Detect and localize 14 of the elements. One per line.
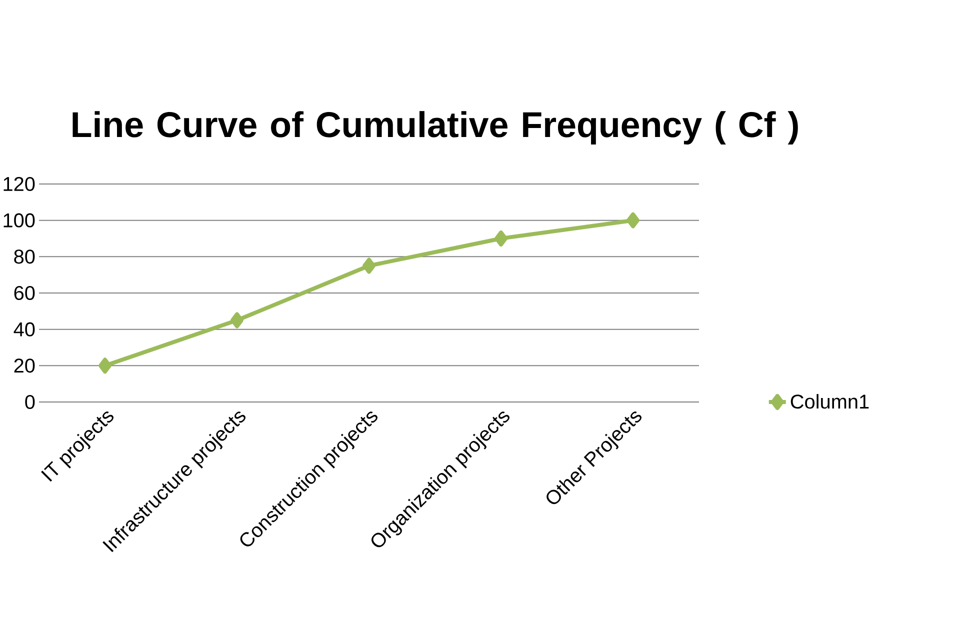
point (98, 358, 112, 374)
point (230, 312, 244, 328)
y-tick-label: 40 (14, 322, 35, 336)
y-tick-label: 100 (4, 213, 35, 228)
legend-label: Column1 (790, 394, 869, 409)
y-tick-label: 0 (25, 394, 35, 410)
point (626, 212, 640, 228)
y-tick-label: 20 (14, 358, 35, 373)
y-tick-label: 60 (14, 286, 35, 300)
point (494, 230, 508, 246)
y-tick-label: 120 (4, 176, 35, 192)
point (362, 258, 376, 274)
chart-title: Line Curve of Cumulative Frequency ( Cf ) (72, 111, 798, 144)
y-tick-label: 80 (14, 250, 35, 264)
